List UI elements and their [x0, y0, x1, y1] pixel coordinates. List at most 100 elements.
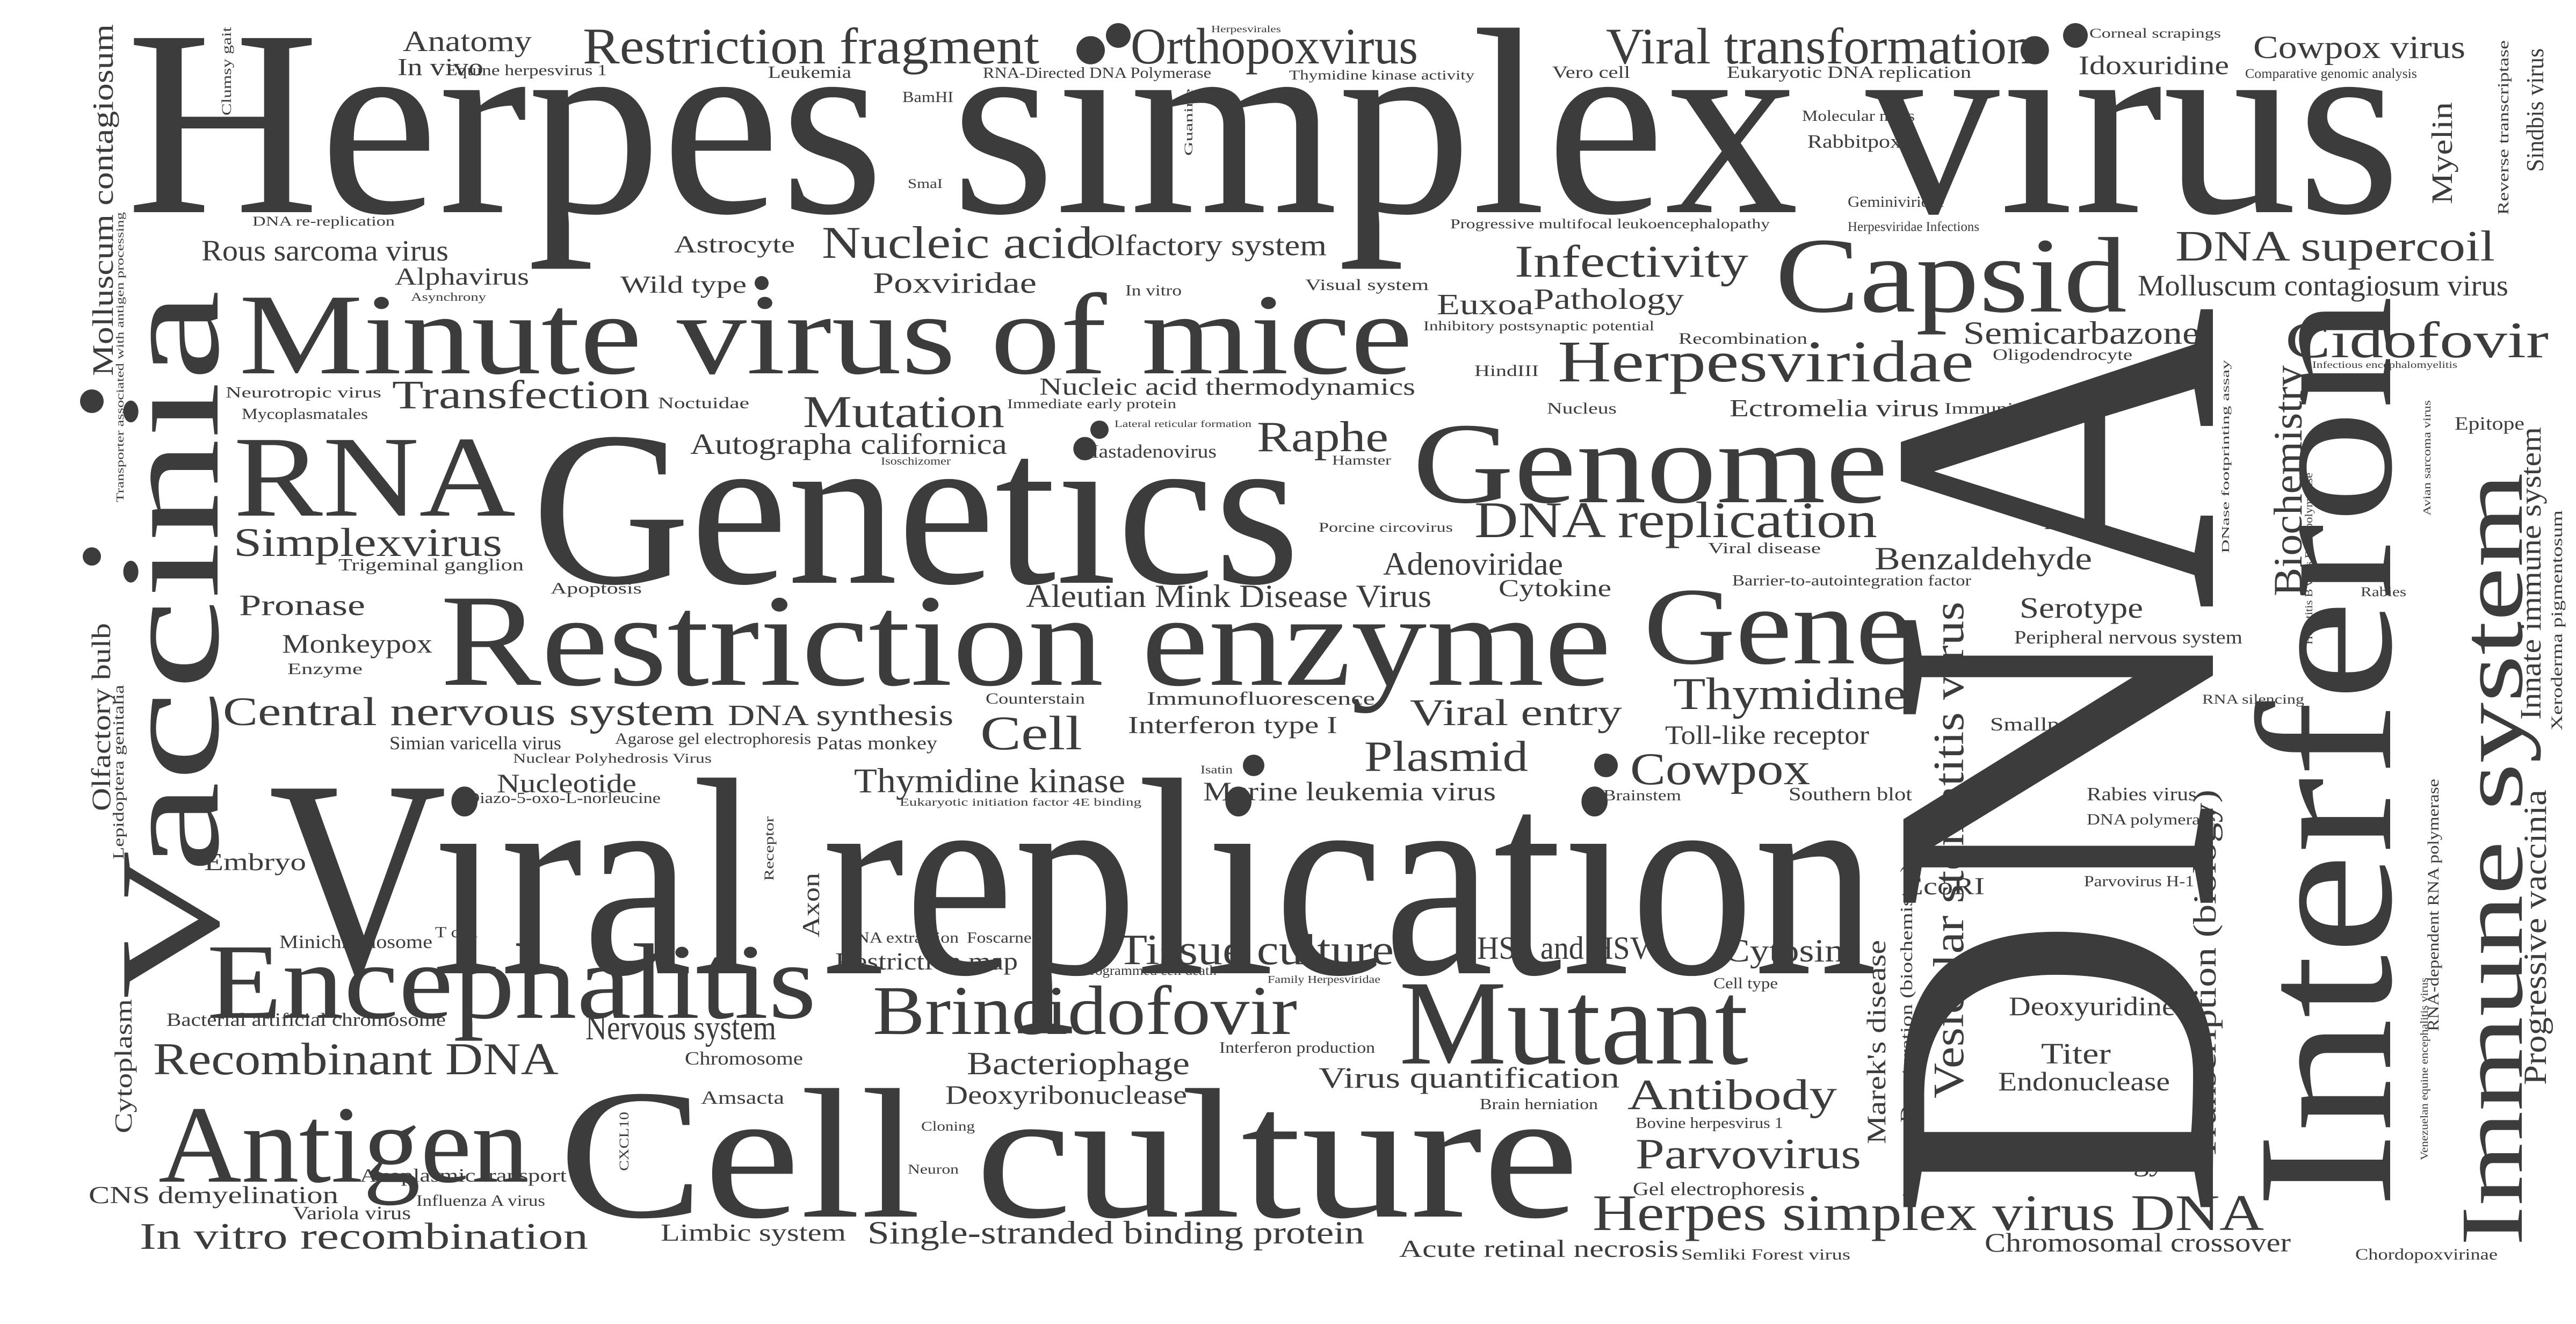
word-clumsy-gait: Clumsy gait [220, 27, 234, 115]
word-dnase-footprinting-assay: DNase footprinting assay [2220, 360, 2232, 553]
word-southern-blot: Southern blot [1789, 784, 1912, 805]
word-hsl-and-hsv: HSL and HSV [1477, 930, 1652, 966]
word-euxoa: Euxoa [1437, 288, 1533, 321]
word-orthopoxvirus: Orthopoxvirus [1131, 18, 1418, 75]
word-herpesvirales: Herpesvirales [1211, 24, 1281, 34]
word-vaccinia: Vaccinia [91, 290, 249, 999]
word-poxviridae: Poxviridae [873, 266, 1037, 299]
word-myelin: Myelin [2426, 102, 2458, 204]
word-benzaldehyde: Benzaldehyde [1875, 541, 2092, 576]
word-family-herpesviridae: Family Herpesviridae [1268, 974, 1380, 986]
word-dna-re-replication: DNA re-replication [252, 214, 395, 229]
word-antibody: Antibody [1627, 1072, 1837, 1119]
word-mutant: Mutant [1399, 956, 1748, 1090]
word-cell-culture: Cell culture [559, 1052, 1579, 1257]
word-serotype: Serotype [2020, 591, 2143, 624]
word-thymidine-kinase: Thymidine kinase [854, 762, 1125, 800]
word-receptor: Receptor [762, 816, 777, 881]
word-limbic-system: Limbic system [661, 1219, 846, 1246]
word-isatin: Isatin [1200, 763, 1233, 776]
word-thymidine: Thymidine [1673, 669, 1907, 719]
word-foscarnet: Foscarnet [967, 930, 1037, 946]
word-axon: Axon [798, 873, 824, 937]
word-rna-dependent-rna-polymerase: RNA-dependent RNA polymerase [2425, 779, 2442, 1031]
word-transporter-associated-with-antigen-processing: Transporter associated with antigen proc… [114, 212, 126, 502]
word-herpesviridae: Herpesviridae [1558, 329, 1974, 394]
bullet-dot [1243, 755, 1264, 776]
word-gene: Gene [1644, 566, 1912, 688]
word-wild-type: Wild type [620, 271, 747, 298]
word-cns-demyelination: CNS demyelination [89, 1182, 338, 1209]
bullet-dot [1090, 421, 1109, 439]
word-vesicular-stomatitis-virus: Vesicular stomatitis virus [1926, 602, 1973, 1098]
word-hamster: Hamster [1332, 453, 1392, 468]
word-olfactory-system: Olfactory system [1090, 229, 1327, 262]
word-dna-extraction: DNA extraction [843, 930, 959, 946]
word-cytosine: Cytosine [1724, 933, 1861, 968]
word-minute-virus-of-mice: Minute virus of mice [239, 270, 1413, 399]
word-viral-disease: Viral disease [1708, 540, 1821, 557]
word-monkeypox: Monkeypox [282, 628, 432, 659]
bullet-dot [2063, 23, 2088, 48]
word-inhibitory-postsynaptic-potential: Inhibitory postsynaptic potential [1423, 319, 1654, 334]
word-avian-sarcoma-virus: Avian sarcoma virus [2421, 400, 2433, 516]
word-patas-monkey: Patas monkey [816, 733, 938, 754]
word-biochemistry: Biochemistry [2266, 365, 2311, 596]
word-cowpox-virus: Cowpox virus [2253, 30, 2465, 65]
word-viral-replication: Viral replication [269, 722, 1877, 1035]
word-infectivity: Infectivity [1515, 236, 1749, 287]
word-recombinant-dna: Recombinant DNA [153, 1034, 559, 1084]
word-parvovirus-h-1: Parvovirus H-1 [2084, 873, 2194, 890]
word-rna-silencing: RNA silencing [2202, 692, 2305, 707]
bullet-dot [1594, 754, 1618, 777]
word-counterstain: Counterstain [986, 691, 1085, 707]
word-chromosomal-crossover: Chromosomal crossover [1985, 1227, 2291, 1257]
word-in-vitro: In vitro [1125, 283, 1182, 299]
word-herpes-simplex-virus-dna: Herpes simplex virus DNA [1593, 1184, 2264, 1241]
word-rous-sarcoma-virus: Rous sarcoma virus [201, 234, 448, 267]
word-virus-quantification: Virus quantification [1319, 1061, 1619, 1094]
word-neuron: Neuron [908, 1162, 959, 1177]
word-nucleotide: Nucleotide [497, 768, 636, 798]
word-enzyme: Enzyme [287, 660, 363, 678]
word-restriction-enzyme: Restriction enzyme [440, 568, 1611, 713]
word-semliki-forest-virus: Semliki Forest virus [1681, 1247, 1850, 1263]
word-cell: Cell [980, 707, 1082, 760]
word-lateral-reticular-formation: Lateral reticular formation [1115, 418, 1251, 429]
word-t-cell: T cell [435, 924, 478, 941]
word-olfactory-bulb: Olfactory bulb [86, 623, 116, 811]
word-cytokine: Cytokine [1499, 575, 1611, 602]
word-in-vivo: In vivo [397, 54, 483, 81]
word-visual-system: Visual system [1305, 276, 1429, 294]
word-dna-polymerase: DNA polymerase [2087, 812, 2216, 828]
word-capsid: Capsid [1775, 216, 2127, 335]
word-nucleic-acid-thermodynamics: Nucleic acid thermodynamics [1039, 373, 1415, 400]
word-rabbitpox: Rabbitpox [1807, 131, 1902, 152]
word-reverse-transcriptase: Reverse transcriptase [2495, 40, 2512, 215]
word-leukemia: Leukemia [768, 62, 851, 82]
word-cell-type: Cell type [1713, 975, 1778, 992]
word-raphe: Raphe [1257, 414, 1388, 461]
word-pronase: Pronase [239, 589, 365, 621]
word-deoxyribonuclease: Deoxyribonuclease [945, 1080, 1187, 1110]
word-cloning: Cloning [921, 1119, 975, 1134]
word-rna-directed-dna-polymerase: RNA-Directed DNA Polymerase [983, 65, 1211, 82]
word-interferon-production: Interferon production [1219, 1039, 1375, 1057]
word-encephalitis: Encephalitis [207, 923, 816, 1041]
word-peripheral-nervous-system: Peripheral nervous system [2014, 627, 2242, 648]
word-restriction-map: Restriction map [835, 948, 1018, 975]
word-endonuclease: Endonuclease [1998, 1066, 2170, 1096]
word-genome: Genome [1413, 399, 1888, 527]
word-idoxuridine: Idoxuridine [2079, 50, 2229, 80]
word-deoxyuridine: Deoxyuridine [2009, 991, 2175, 1021]
word-astrocyte: Astrocyte [674, 231, 795, 258]
word-toll-like-receptor: Toll-like receptor [1665, 720, 1869, 750]
bullet-dot [83, 547, 101, 566]
word-6-diazo-5-oxo-l-norleucine: 6-Diazo-5-oxo-L-norleucine [451, 790, 661, 807]
word-chordopoxvirinae: Chordopoxvirinae [2355, 1246, 2498, 1263]
word-immunity: Immunity [1944, 400, 2030, 417]
word-interferon-type-i: Interferon type I [1128, 712, 1337, 739]
word-transfection: Transfection [392, 373, 650, 417]
word-bacterial-artificial-chromosome: Bacterial artificial chromosome [167, 1009, 446, 1030]
